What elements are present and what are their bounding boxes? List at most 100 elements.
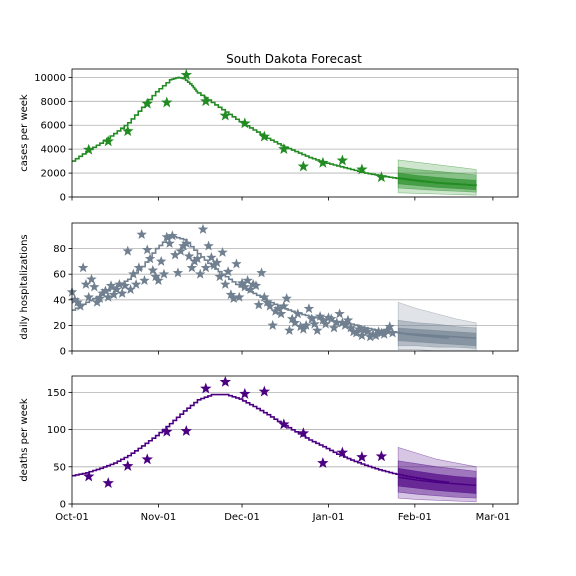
observed-point bbox=[197, 223, 209, 234]
observed-point bbox=[281, 293, 292, 303]
observed-point bbox=[141, 453, 153, 465]
observed-point bbox=[108, 289, 120, 300]
axes-frame bbox=[71, 68, 519, 198]
observed-point bbox=[111, 284, 122, 295]
observed-point bbox=[83, 291, 94, 302]
observed-point bbox=[247, 278, 259, 289]
observed-point bbox=[141, 97, 153, 109]
observed-point bbox=[334, 308, 345, 319]
observed-point bbox=[375, 171, 388, 183]
observed-point bbox=[119, 280, 131, 291]
observed-point bbox=[245, 284, 256, 295]
axes-frame bbox=[71, 375, 519, 505]
observed-point bbox=[362, 326, 373, 337]
y-tick-label: 40 bbox=[53, 295, 66, 306]
x-tick-label: Oct-01 bbox=[55, 512, 89, 523]
observed-point bbox=[342, 314, 354, 325]
observed-point bbox=[273, 303, 284, 314]
observed-point bbox=[161, 96, 173, 108]
observed-point bbox=[331, 317, 343, 328]
y-tick-label: 60 bbox=[53, 270, 66, 281]
observed-point bbox=[297, 160, 310, 172]
observed-point bbox=[150, 271, 161, 282]
y-tick-label: 0 bbox=[60, 347, 66, 358]
observed-point bbox=[297, 427, 310, 439]
observed-point bbox=[242, 275, 253, 286]
observed-point bbox=[164, 237, 175, 248]
observed-point bbox=[320, 318, 331, 329]
observed-point bbox=[200, 382, 212, 394]
y-tick-label: 4000 bbox=[41, 145, 66, 156]
observed-point bbox=[203, 240, 214, 251]
observed-point bbox=[97, 287, 108, 298]
observed-point bbox=[102, 135, 114, 147]
observed-point bbox=[275, 308, 287, 319]
observed-point bbox=[295, 321, 306, 332]
observed-point bbox=[303, 303, 315, 314]
observed-point bbox=[142, 244, 153, 255]
observed-point bbox=[359, 325, 370, 335]
observed-point bbox=[200, 262, 212, 273]
observed-point bbox=[312, 325, 323, 335]
y-tick-label: 100 bbox=[47, 425, 66, 436]
observed-point bbox=[80, 278, 92, 289]
observed-point bbox=[234, 291, 245, 302]
observed-point bbox=[337, 317, 348, 328]
observed-point bbox=[83, 470, 95, 482]
observed-point bbox=[183, 250, 195, 261]
observed-point bbox=[292, 308, 304, 319]
cases-panel: 0 2000 4000 6000 8000 10000 cases per week bbox=[19, 68, 519, 204]
y-axis-label: cases per week bbox=[19, 94, 30, 172]
observed-point bbox=[219, 375, 232, 387]
observed-point bbox=[144, 253, 156, 264]
observed-point bbox=[353, 323, 365, 334]
model-line bbox=[72, 393, 450, 483]
observed-point bbox=[328, 322, 340, 333]
observed-point bbox=[175, 245, 186, 256]
y-tick-label: 6000 bbox=[41, 121, 66, 132]
observed-point bbox=[161, 425, 173, 437]
observed-point bbox=[314, 310, 326, 321]
observed-point bbox=[114, 278, 125, 289]
x-tick-label: Jan-01 bbox=[312, 512, 345, 523]
forecast-band-50 bbox=[397, 172, 477, 191]
observed-point bbox=[300, 319, 312, 330]
observed-point bbox=[122, 125, 134, 137]
observed-point bbox=[278, 300, 290, 311]
y-tick-label: 8000 bbox=[41, 97, 66, 108]
observed-point bbox=[365, 331, 376, 342]
observed-point bbox=[192, 253, 203, 264]
observed-point bbox=[194, 268, 206, 279]
observed-point bbox=[214, 271, 225, 282]
observed-point bbox=[231, 258, 242, 269]
observed-point bbox=[375, 450, 388, 462]
observed-point bbox=[180, 68, 192, 80]
observed-point bbox=[259, 291, 270, 302]
y-tick-label: 0 bbox=[60, 193, 66, 204]
observed-point bbox=[100, 285, 111, 296]
observed-point bbox=[219, 109, 232, 121]
observed-point bbox=[169, 249, 181, 260]
observed-point bbox=[133, 262, 145, 273]
observed-point bbox=[387, 327, 398, 338]
observed-point bbox=[181, 237, 192, 248]
observed-point bbox=[317, 156, 329, 168]
observed-point bbox=[250, 280, 262, 291]
y-tick-label: 50 bbox=[53, 462, 66, 473]
y-tick-label: 20 bbox=[53, 321, 66, 332]
observed-point bbox=[236, 277, 248, 288]
observed-point bbox=[75, 300, 86, 311]
y-axis-label: deaths per week bbox=[19, 398, 30, 482]
observed-point bbox=[72, 296, 83, 307]
observed-point bbox=[130, 278, 142, 289]
observed-point bbox=[86, 273, 97, 284]
observed-point bbox=[206, 252, 217, 263]
observed-point bbox=[211, 257, 223, 268]
observed-point bbox=[180, 425, 192, 436]
observed-point bbox=[94, 293, 106, 303]
observed-point bbox=[161, 231, 173, 242]
observed-point bbox=[339, 319, 351, 330]
observed-point bbox=[200, 95, 212, 107]
x-tick-label: Nov-01 bbox=[141, 512, 177, 523]
x-tick-label: Mar-01 bbox=[476, 512, 511, 523]
